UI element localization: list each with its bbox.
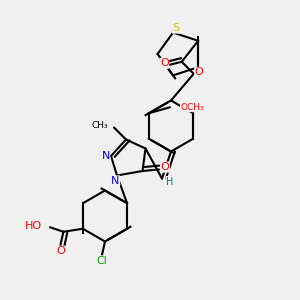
Text: H: H <box>166 176 173 187</box>
Text: CH₃: CH₃ <box>92 122 108 130</box>
Text: Cl: Cl <box>97 256 107 266</box>
Text: HO: HO <box>25 221 42 231</box>
Text: OCH₃: OCH₃ <box>180 103 204 112</box>
Text: O: O <box>56 246 65 256</box>
Text: O: O <box>160 58 169 68</box>
Text: O: O <box>160 162 169 172</box>
Text: N: N <box>101 151 110 161</box>
Text: S: S <box>172 23 180 33</box>
Text: O: O <box>195 67 203 77</box>
Text: N: N <box>111 176 120 186</box>
